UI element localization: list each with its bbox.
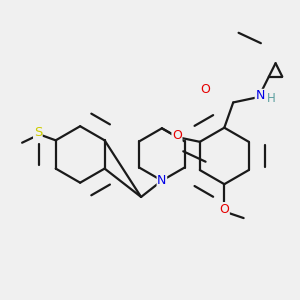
Text: O: O bbox=[172, 129, 182, 142]
Text: N: N bbox=[255, 89, 265, 102]
Text: N: N bbox=[157, 174, 167, 187]
Text: O: O bbox=[201, 83, 211, 96]
Text: H: H bbox=[267, 92, 275, 105]
Text: S: S bbox=[34, 126, 42, 140]
Text: O: O bbox=[219, 202, 229, 216]
